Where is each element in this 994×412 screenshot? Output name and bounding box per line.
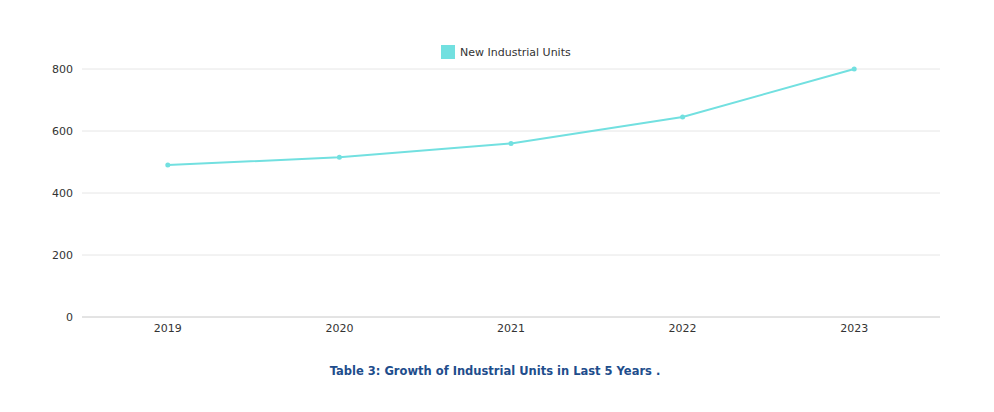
- grid-line: [82, 317, 940, 318]
- point: [337, 155, 342, 160]
- grid-line: [82, 193, 940, 194]
- y-tick-label: 400: [52, 187, 73, 200]
- series-line: [168, 69, 854, 165]
- x-tick-label: 2022: [669, 322, 697, 335]
- x-tick-label: 2023: [840, 322, 868, 335]
- point: [509, 141, 514, 146]
- legend-swatch: [441, 45, 455, 59]
- legend-label: New Industrial Units: [460, 46, 571, 59]
- y-tick-label: 800: [52, 63, 73, 76]
- y-tick-label: 200: [52, 249, 73, 262]
- point: [680, 115, 685, 120]
- x-tick-label: 2020: [325, 322, 353, 335]
- plot-area: [165, 67, 856, 168]
- grid-line: [82, 69, 940, 70]
- y-tick-label: 600: [52, 125, 73, 138]
- x-tick-label: 2021: [497, 322, 525, 335]
- title: Table 3: Growth of Industrial Units in L…: [330, 364, 661, 378]
- y-tick-label: 0: [66, 311, 73, 324]
- grid-line: [82, 255, 940, 256]
- grid-line: [82, 131, 940, 132]
- x-tick-label: 2019: [154, 322, 182, 335]
- point: [165, 163, 170, 168]
- chart: 0 200 400 600 800 2019 2020 2021 2022 2023 New Ind…: [0, 0, 994, 412]
- point: [852, 67, 857, 72]
